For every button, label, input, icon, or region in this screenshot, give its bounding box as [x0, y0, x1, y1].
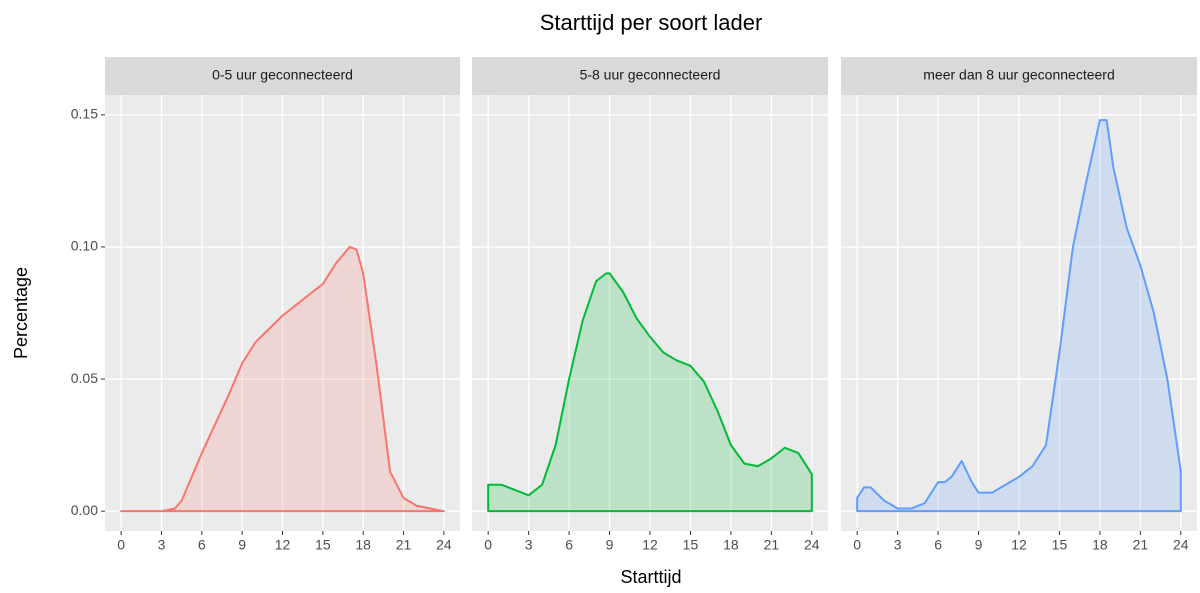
x-tick-label: 18 — [355, 537, 371, 553]
x-tick-label: 9 — [606, 537, 614, 553]
density-area — [856, 119, 1182, 513]
y-tick-label: 0.10 — [71, 238, 98, 254]
strip-background — [105, 57, 460, 95]
y-axis-label: Percentage — [11, 267, 31, 359]
x-tick-label: 6 — [565, 537, 573, 553]
strip-background — [472, 57, 828, 95]
x-tick-label: 15 — [683, 537, 699, 553]
chart-title: Starttijd per soort lader — [540, 10, 763, 35]
x-tick-label: 21 — [764, 537, 780, 553]
facet-title: 5-8 uur geconnecteerd — [580, 67, 721, 83]
strip-background — [841, 57, 1197, 95]
y-tick-label: 0.15 — [71, 106, 98, 122]
facet-title: 0-5 uur geconnecteerd — [212, 67, 353, 83]
x-tick-label: 21 — [1133, 537, 1149, 553]
x-tick-label: 3 — [525, 537, 533, 553]
x-tick-label: 3 — [894, 537, 902, 553]
x-tick-label: 0 — [484, 537, 492, 553]
x-tick-label: 12 — [275, 537, 291, 553]
x-tick-label: 9 — [238, 537, 246, 553]
x-tick-label: 6 — [198, 537, 206, 553]
x-tick-label: 9 — [975, 537, 983, 553]
x-tick-label: 15 — [315, 537, 331, 553]
x-tick-label: 6 — [934, 537, 942, 553]
x-tick-label: 3 — [158, 537, 166, 553]
x-tick-label: 12 — [1011, 537, 1027, 553]
x-tick-label: 24 — [804, 537, 820, 553]
x-tick-label: 24 — [1173, 537, 1189, 553]
facet-title: meer dan 8 uur geconnecteerd — [923, 67, 1114, 83]
x-tick-label: 21 — [396, 537, 412, 553]
x-tick-label: 0 — [117, 537, 125, 553]
x-tick-label: 12 — [642, 537, 658, 553]
x-axis-label: Starttijd — [620, 567, 681, 587]
y-tick-label: 0.00 — [71, 502, 98, 518]
x-tick-label: 0 — [853, 537, 861, 553]
x-tick-label: 18 — [1092, 537, 1108, 553]
x-tick-label: 15 — [1052, 537, 1068, 553]
y-tick-label: 0.05 — [71, 370, 98, 386]
x-tick-label: 24 — [436, 537, 452, 553]
density-area — [120, 245, 445, 513]
x-tick-label: 18 — [723, 537, 739, 553]
density-area — [487, 272, 813, 513]
